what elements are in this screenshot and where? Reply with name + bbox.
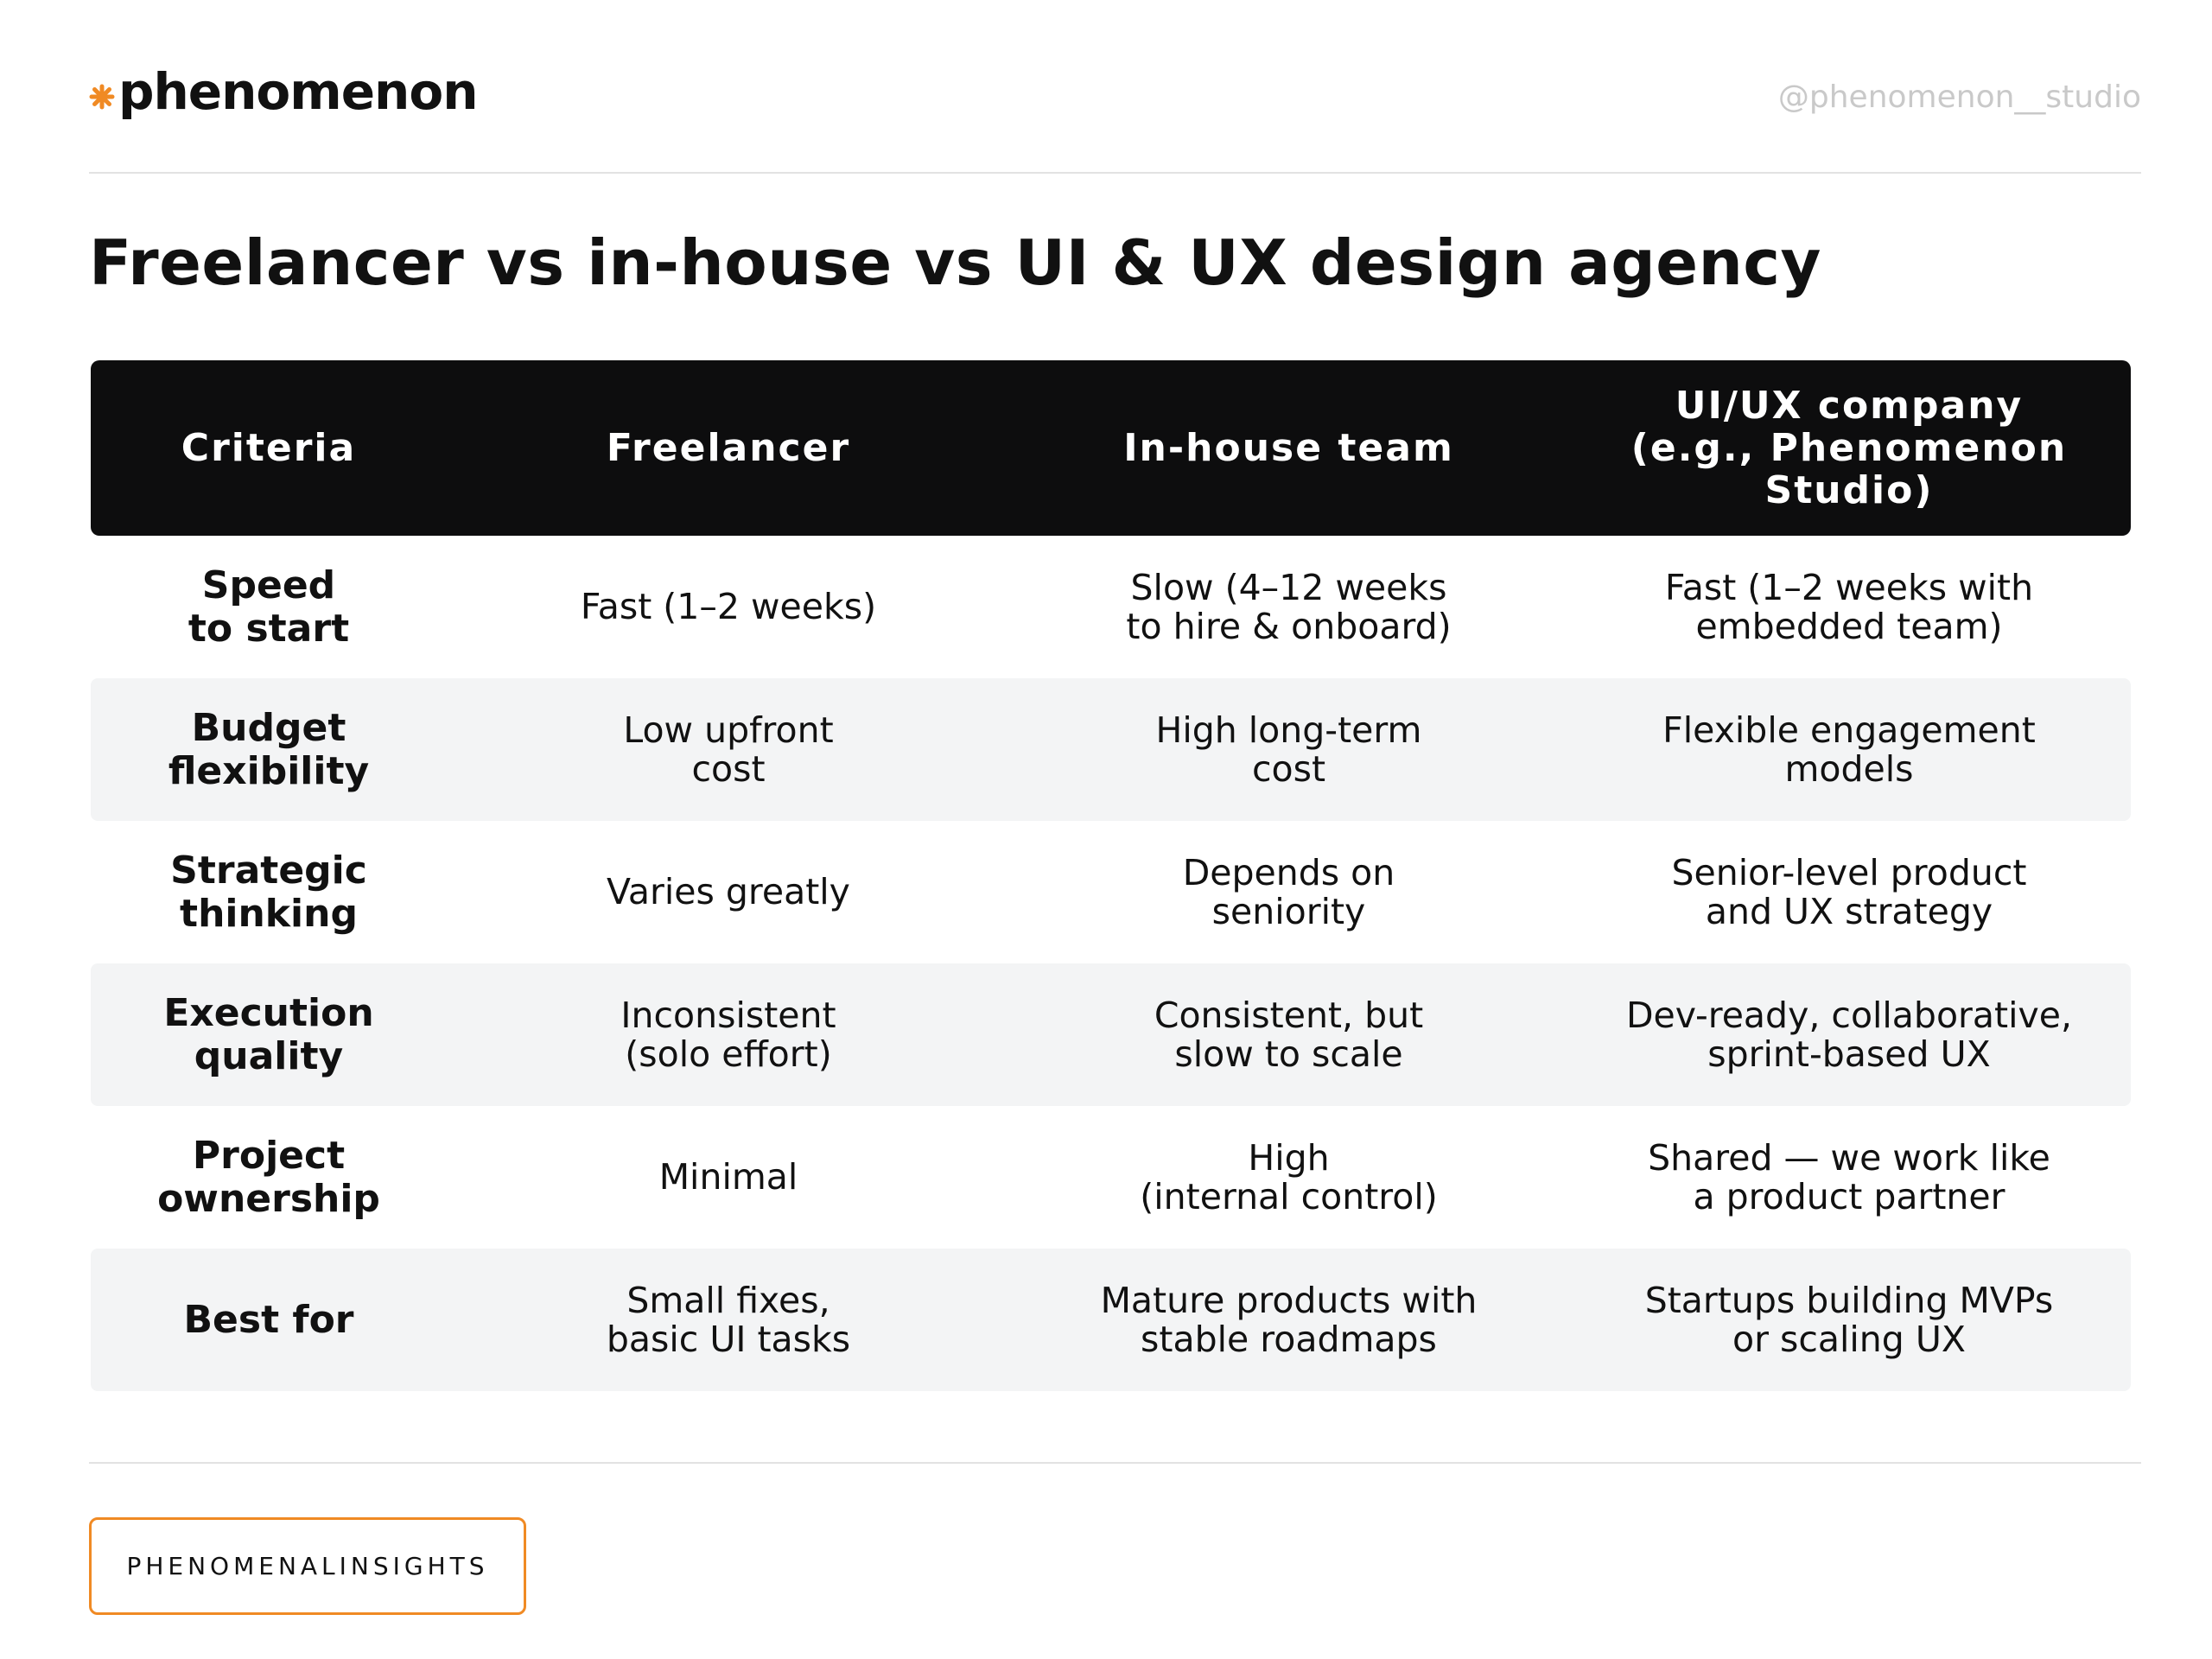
logo: phenomenon xyxy=(89,62,478,121)
table-cell: Senior-level product and UX strategy xyxy=(1671,851,2027,932)
logo-text: phenomenon xyxy=(118,62,478,121)
table-cell: Fast (1–2 weeks with embedded team) xyxy=(1664,566,2034,647)
row-label: Best for xyxy=(183,1297,354,1342)
table-cell: Shared — we work like a product partner xyxy=(1648,1136,2050,1217)
divider xyxy=(89,172,2141,174)
row-label: Project ownership xyxy=(157,1133,380,1221)
header-cell: In-house team xyxy=(1123,426,1454,470)
table-cell: Dev-ready, collaborative, sprint-based U… xyxy=(1625,994,2073,1075)
table-cell: High long-term cost xyxy=(1155,709,1422,790)
tag-button[interactable]: PHENOMENALINSIGHTS xyxy=(89,1517,526,1615)
table-cell: Minimal xyxy=(658,1156,798,1198)
header-cell: UI/UX company (e.g., Phenomenon Studio) xyxy=(1630,384,2068,512)
table-cell: Low upfront cost xyxy=(623,709,834,790)
table-cell: Mature products with stable roadmaps xyxy=(1100,1279,1478,1360)
row-label: Speed to start xyxy=(188,563,350,651)
header-cell: Freelancer xyxy=(606,426,851,470)
table-cell: Slow (4–12 weeks to hire & onboard) xyxy=(1126,566,1452,647)
table-row: Budget flexibility Low upfront cost High l… xyxy=(91,678,2131,821)
comparison-table: Criteria Freelancer In-house team UI/UX com… xyxy=(91,360,2131,1391)
table-cell: Startups building MVPs or scaling UX xyxy=(1644,1279,2054,1360)
title: Freelancer vs in-house vs UI & UX design… xyxy=(89,226,1821,299)
header-cell: Criteria xyxy=(181,426,357,470)
divider xyxy=(89,1462,2141,1464)
table-cell: Flexible engagement models xyxy=(1662,709,2036,790)
table-cell: Consistent, but slow to scale xyxy=(1154,994,1424,1075)
table-row: Project ownership Minimal High (internal c… xyxy=(91,1106,2131,1249)
table-row: Speed to start Fast (1–2 weeks) Slow (4–12… xyxy=(91,536,2131,678)
logo-mark xyxy=(89,84,115,110)
table-cell: Small fixes, basic UI tasks xyxy=(606,1279,851,1360)
row-label: Budget flexibility xyxy=(168,705,370,793)
table-cell: Inconsistent (solo effort) xyxy=(620,994,836,1075)
table-cell: Varies greatly xyxy=(607,871,850,912)
header-row: Criteria Freelancer In-house team UI/UX com… xyxy=(91,360,2131,536)
table-cell: Depends on seniority xyxy=(1182,851,1395,932)
table-row: Execution quality Inconsistent (solo effo… xyxy=(91,963,2131,1106)
handle: @phenomenon__studio xyxy=(1777,79,2141,115)
table-cell: Fast (1–2 weeks) xyxy=(580,586,877,627)
row-label: Execution quality xyxy=(163,990,374,1078)
table-cell: High (internal control) xyxy=(1140,1136,1438,1217)
row-label: Strategic thinking xyxy=(170,848,367,936)
table-row: Strategic thinking Varies greatly Depends … xyxy=(91,821,2131,963)
table-row: Best for Small fixes, basic UI tasks Matur… xyxy=(91,1249,2131,1391)
